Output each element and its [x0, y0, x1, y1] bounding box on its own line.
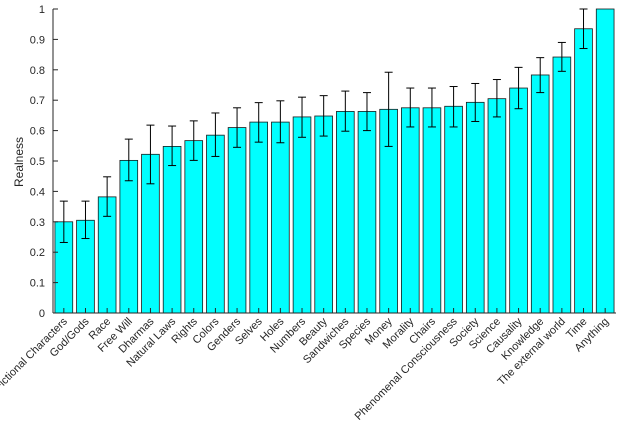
bar	[444, 105, 463, 314]
bar	[595, 8, 615, 314]
y-tick-label: 0.1	[30, 278, 45, 290]
bar	[292, 116, 312, 314]
bar	[119, 159, 139, 314]
bar	[552, 56, 572, 314]
bar	[487, 98, 507, 314]
y-tick-label: 0.7	[30, 95, 45, 107]
y-tick-label: 0.3	[30, 217, 45, 229]
y-tick-label: 0.8	[30, 65, 45, 77]
y-axis-label: Realness	[12, 137, 26, 187]
bar	[530, 74, 550, 314]
y-tick-label: 0	[39, 308, 45, 320]
bar	[574, 28, 593, 314]
bar	[162, 146, 182, 314]
bar	[357, 111, 377, 314]
bar	[336, 111, 355, 314]
bar	[271, 121, 290, 314]
bar	[465, 101, 485, 314]
y-tick-label: 1	[39, 4, 45, 16]
bar	[184, 140, 204, 314]
bar	[509, 87, 528, 314]
y-tick-label: 0.9	[30, 34, 45, 46]
bar	[249, 121, 268, 314]
y-tick-label: 0.5	[30, 156, 45, 168]
y-tick-label: 0.6	[30, 126, 45, 138]
y-tick-label: 0.4	[30, 186, 45, 198]
bar	[227, 127, 247, 314]
y-tick-label: 0.2	[30, 247, 45, 259]
bar	[314, 115, 333, 314]
bar	[206, 134, 225, 314]
bar	[422, 107, 442, 314]
bar	[401, 107, 420, 314]
